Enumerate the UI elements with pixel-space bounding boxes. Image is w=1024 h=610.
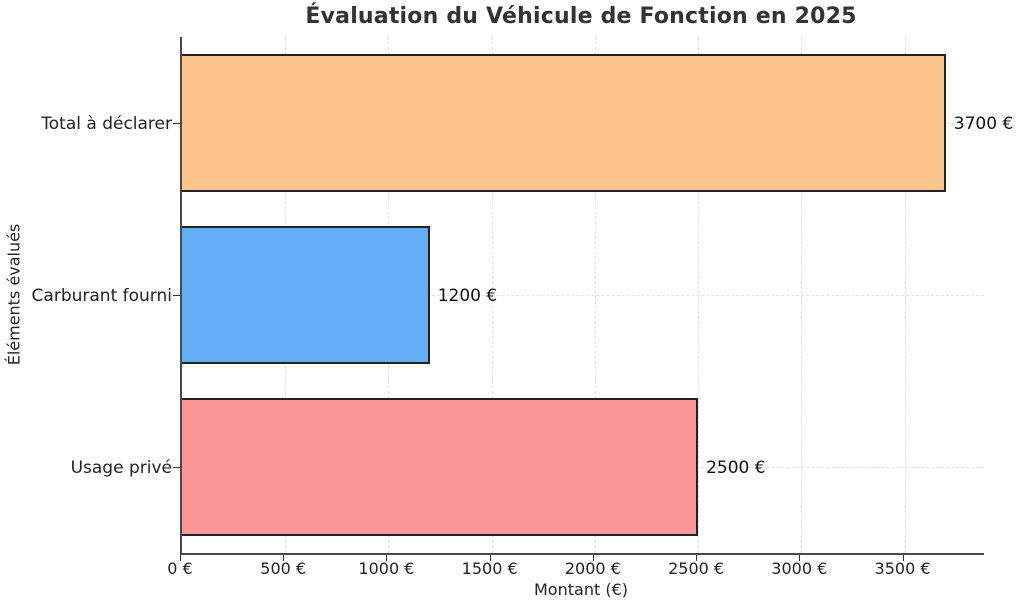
bar-carburant-fourni — [182, 226, 430, 364]
x-tick-label: 3500 € — [874, 559, 931, 578]
y-axis-label: Éléments évalués — [4, 223, 24, 366]
x-tick-label: 3000 € — [771, 559, 828, 578]
x-tick-label: 0 € — [167, 559, 193, 578]
plot-area — [180, 37, 984, 555]
y-gridline — [182, 295, 984, 296]
bar-value-label: 2500 € — [706, 458, 766, 478]
y-tick-mark — [173, 295, 180, 296]
x-tick-label: 2500 € — [668, 559, 725, 578]
x-tick-label: 2000 € — [564, 559, 621, 578]
x-tick-mark — [696, 555, 698, 561]
y-tick-label: Usage privé — [70, 458, 172, 478]
x-axis-label: Montant (€) — [534, 580, 628, 599]
chart-title: Évaluation du Véhicule de Fonction en 20… — [305, 4, 857, 29]
y-tick-mark — [173, 467, 180, 468]
x-tick-mark — [592, 555, 594, 561]
x-tick-label: 1500 € — [461, 559, 518, 578]
x-tick-mark — [283, 555, 285, 561]
x-tick-label: 1000 € — [358, 559, 415, 578]
x-tick-mark — [799, 555, 801, 561]
bar-value-label: 3700 € — [953, 114, 1014, 134]
y-tick-label: Total à déclarer — [41, 114, 172, 134]
bar-value-label: 1200 € — [437, 286, 498, 306]
x-tick-mark — [902, 555, 904, 561]
x-tick-label: 500 € — [260, 559, 307, 578]
x-tick-mark — [489, 555, 491, 561]
y-tick-mark — [173, 123, 180, 124]
bar-total-d-clarer — [182, 54, 946, 192]
x-tick-mark — [386, 555, 388, 561]
y-tick-label: Carburant fourni — [31, 286, 172, 306]
x-tick-mark — [180, 555, 181, 561]
bar-usage-priv- — [182, 398, 699, 536]
